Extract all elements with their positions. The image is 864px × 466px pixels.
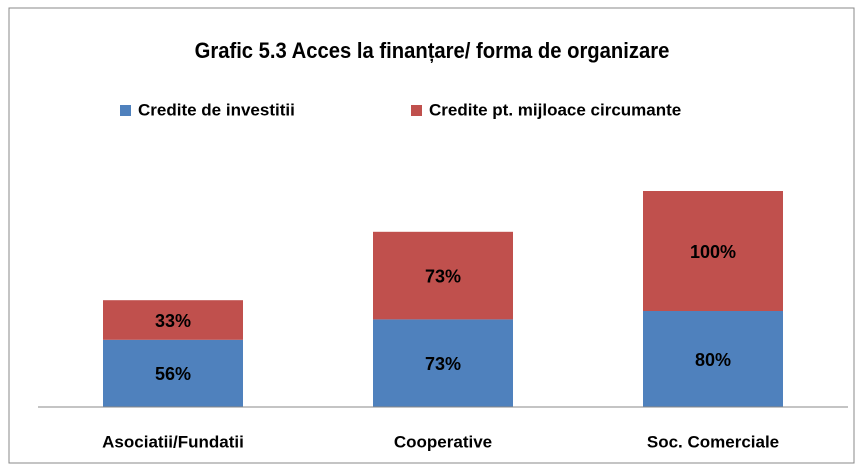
bar-segment xyxy=(373,231,513,320)
bar-segment xyxy=(643,311,783,407)
bar-segment xyxy=(373,319,513,407)
bar-segment xyxy=(643,191,783,311)
data-label: 80% xyxy=(695,350,731,370)
legend-swatch xyxy=(411,105,422,116)
bar-segment xyxy=(103,300,243,340)
data-label: 100% xyxy=(690,242,736,262)
x-tick-label: Asociatii/Fundatii xyxy=(102,432,244,451)
legend-label: Credite de investitii xyxy=(138,100,295,119)
x-tick-label: Soc. Comerciale xyxy=(647,432,779,451)
legend-label: Credite pt. mijloace circumante xyxy=(429,100,681,119)
chart-title: Grafic 5.3 Acces la finanțare/ forma de … xyxy=(195,39,670,63)
data-label: 73% xyxy=(425,266,461,286)
data-label: 56% xyxy=(155,364,191,384)
data-label: 73% xyxy=(425,354,461,374)
legend-swatch xyxy=(120,105,131,116)
bar-segment xyxy=(103,339,243,407)
data-label: 33% xyxy=(155,311,191,331)
x-tick-label: Cooperative xyxy=(394,432,492,451)
